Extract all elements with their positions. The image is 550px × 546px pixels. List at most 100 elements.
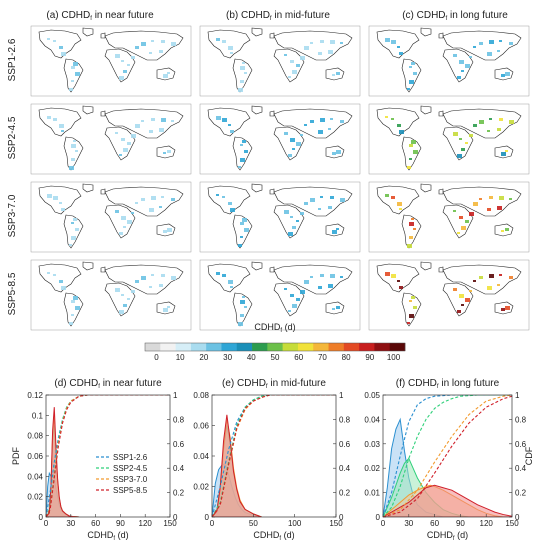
continent-outline xyxy=(38,263,82,293)
continent-outline xyxy=(376,29,420,59)
continent-outline xyxy=(207,185,251,215)
continent-outline xyxy=(104,186,184,217)
map-cell xyxy=(163,308,168,312)
map-cell xyxy=(328,284,333,288)
map-cell xyxy=(53,40,56,42)
map-cell xyxy=(292,70,297,74)
map-cell xyxy=(75,72,80,76)
map-cell xyxy=(409,236,413,239)
map-cell xyxy=(407,322,410,324)
y-tick-label: 0.02 xyxy=(27,493,43,502)
x-axis-label-main: CDHD xyxy=(87,530,113,540)
map-cell xyxy=(151,118,155,121)
map-cell xyxy=(479,198,482,200)
map-cell xyxy=(399,130,404,134)
map-cell xyxy=(141,276,146,280)
map-frame xyxy=(199,181,361,253)
map-cell xyxy=(59,280,63,283)
map-cell xyxy=(479,120,484,124)
map-cell xyxy=(167,150,171,153)
map-cell xyxy=(457,232,460,234)
continent-outline xyxy=(376,185,420,215)
map-cell xyxy=(47,272,50,274)
map-cell xyxy=(292,304,297,308)
map-cell xyxy=(473,46,476,48)
map-frame xyxy=(368,25,530,97)
map-cell xyxy=(397,46,400,48)
map-cell xyxy=(290,216,293,218)
map-cell xyxy=(411,62,415,65)
y2-tick-label: 0.8 xyxy=(173,415,185,424)
map-cell xyxy=(499,118,503,121)
map-cell xyxy=(240,236,243,238)
map-cell xyxy=(228,280,233,284)
map-cell xyxy=(159,284,163,287)
cdf-line-ssp1-2.6 xyxy=(383,395,512,517)
y-tick-label: 0.06 xyxy=(27,452,43,461)
map-cell xyxy=(296,142,301,146)
map-cell xyxy=(330,274,335,278)
map-cell xyxy=(141,198,145,201)
map-cell xyxy=(53,196,58,200)
map-cell xyxy=(69,88,73,91)
chart-title: (d) CDHDf in near future xyxy=(54,378,162,390)
map-cell xyxy=(385,272,390,276)
legend-label: SSP5-8.5 xyxy=(113,486,148,495)
map-cell xyxy=(228,202,232,205)
continent-outline xyxy=(104,204,136,239)
plot-area xyxy=(46,395,170,517)
map-cell xyxy=(457,76,461,79)
cdf-line-ssp3-7.0 xyxy=(383,395,512,517)
map-cell xyxy=(284,210,289,214)
map-cell xyxy=(399,52,403,55)
y2-tick-label: 0.8 xyxy=(515,415,527,424)
map-cell xyxy=(479,276,483,279)
y-tick-label: 0.12 xyxy=(27,391,43,400)
map-cell xyxy=(115,54,120,58)
map-frame xyxy=(30,181,192,253)
colorbar-swatch xyxy=(175,343,192,351)
x-tick-label: 30 xyxy=(66,519,75,528)
map-cell xyxy=(171,198,175,201)
map-cell xyxy=(47,116,51,119)
map-cell xyxy=(167,306,170,308)
map-cell xyxy=(411,140,416,144)
map-cell xyxy=(115,132,118,134)
map-cell xyxy=(171,120,174,122)
map-cell xyxy=(411,218,414,220)
map-cell xyxy=(222,40,226,43)
map-cell xyxy=(399,286,403,289)
continent-outline xyxy=(232,58,253,93)
map-cell xyxy=(407,166,411,169)
map-cell xyxy=(59,124,64,128)
column-title-near: (a) CDHDf in near future xyxy=(46,10,154,22)
map-frame xyxy=(30,25,192,97)
map-cell xyxy=(332,152,336,155)
x-tick-label: 0 xyxy=(210,519,215,528)
map-frame xyxy=(368,259,530,331)
map-cell xyxy=(385,38,390,42)
map-cell xyxy=(407,88,410,90)
chart-title-main: (f) CDHD xyxy=(396,378,437,389)
map-cell xyxy=(509,198,512,200)
colorbar-swatch xyxy=(374,343,391,351)
continent-outline xyxy=(442,30,522,61)
x-axis-label-main: CDHD xyxy=(253,530,279,540)
colorbar-swatch xyxy=(267,343,283,351)
y2-tick-label: 0.8 xyxy=(339,415,351,424)
continent-outline xyxy=(401,214,422,249)
map-cell xyxy=(242,218,247,222)
continent-outline xyxy=(207,263,251,293)
y2-tick-label: 1 xyxy=(515,391,520,400)
map-cell xyxy=(228,124,231,126)
map-cell xyxy=(318,286,322,289)
map-cell xyxy=(61,208,65,211)
map-cell xyxy=(161,274,165,277)
map-cell xyxy=(222,274,226,277)
pdf-area-ssp5-8.5 xyxy=(383,484,512,517)
map-cell xyxy=(288,76,291,78)
column-title-long: (c) CDHDf in long future xyxy=(402,10,508,22)
map-cell xyxy=(310,42,313,44)
map-cell xyxy=(161,40,165,43)
